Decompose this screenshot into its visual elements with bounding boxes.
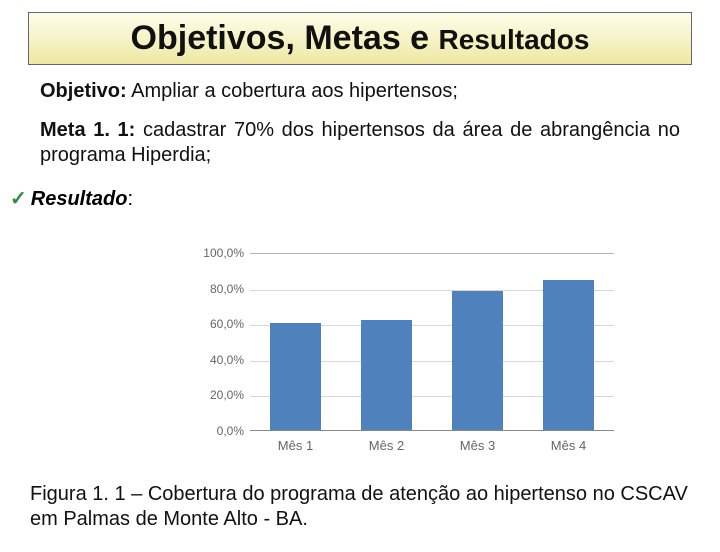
chart-x-tick-label: Mês 3 [460, 438, 495, 453]
coverage-chart: 0,0% 20,0% 40,0% 60,0% 80,0% 100,0% Mês 1 Mês 2… [190, 247, 620, 467]
resultado-label: Resultado [31, 188, 128, 210]
chart-y-tick-label: 60,0% [190, 317, 244, 331]
objetivo-label: Objetivo: [40, 80, 127, 102]
meta-line: Meta 1. 1: cadastrar 70% dos hipertensos… [40, 118, 680, 168]
title-main: Objetivos, Metas e [131, 19, 439, 57]
chart-x-tick-label: Mês 1 [278, 438, 313, 453]
objetivo-text: Ampliar a cobertura aos hipertensos; [127, 80, 458, 102]
chart-x-tick-label: Mês 4 [551, 438, 586, 453]
chart-y-tick-label: 0,0% [190, 424, 244, 438]
objetivo-line: Objetivo: Ampliar a cobertura aos hipert… [40, 79, 680, 104]
title-sub: Resultados [439, 24, 590, 55]
figure-caption: Figura 1. 1 – Cobertura do programa de a… [30, 482, 690, 532]
meta-label: Meta 1. 1: [40, 119, 135, 141]
chart-bar [361, 320, 411, 430]
chart-plot-area [250, 253, 614, 431]
check-icon: ✓ [10, 188, 27, 210]
chart-x-tick-label: Mês 2 [369, 438, 404, 453]
meta-text: cadastrar 70% dos hipertensos da área de… [40, 119, 680, 166]
chart-bar [452, 291, 502, 430]
chart-y-tick-label: 100,0% [190, 246, 244, 260]
chart-y-tick-label: 80,0% [190, 282, 244, 296]
chart-y-tick-label: 20,0% [190, 388, 244, 402]
chart-bar [543, 280, 593, 430]
resultado-line: ✓Resultado: [10, 186, 720, 211]
title-banner: Objetivos, Metas e Resultados [28, 12, 692, 65]
chart-bar [270, 323, 320, 430]
chart-y-tick-label: 40,0% [190, 353, 244, 367]
resultado-colon: : [127, 188, 133, 210]
